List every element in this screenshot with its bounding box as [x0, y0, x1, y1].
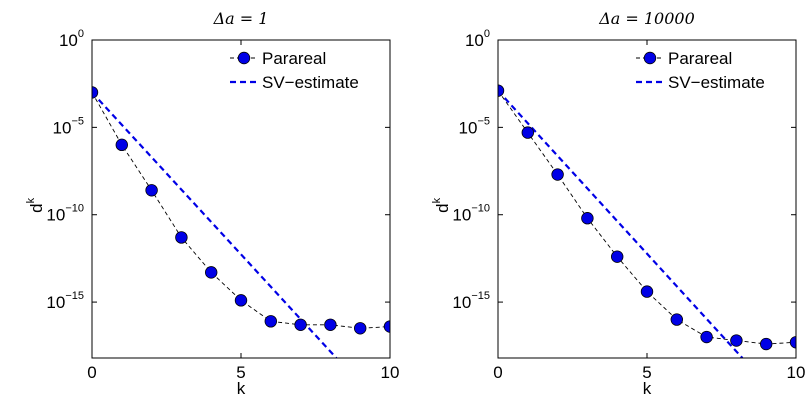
- y-tick-label: 10−5: [459, 115, 490, 137]
- legend-label-parareal: Parareal: [262, 49, 326, 68]
- x-axis-label: k: [643, 379, 652, 398]
- parareal-point: [670, 313, 684, 326]
- parareal-point: [581, 212, 594, 225]
- legend-label-sv-estimate: SV−estimate: [262, 73, 359, 92]
- parareal-point: [760, 337, 773, 351]
- x-axis-label: k: [237, 379, 246, 398]
- parareal-point: [354, 322, 367, 335]
- parareal-point: [175, 231, 188, 244]
- x-tick-label: 10: [381, 363, 400, 382]
- chart-title: Δa = 10000: [598, 9, 695, 28]
- legend-label-sv-estimate: SV−estimate: [668, 73, 765, 92]
- axes-frame: [497, 39, 797, 359]
- x-tick-label: 10: [787, 363, 806, 382]
- legend-marker-parareal: [237, 51, 251, 65]
- y-tick-label: 10−10: [452, 203, 490, 225]
- legend-marker-parareal: [643, 51, 657, 65]
- chart-title: Δa = 1: [213, 9, 269, 28]
- parareal-point: [383, 320, 390, 333]
- parareal-point: [611, 250, 624, 263]
- legend: Parareal SV−estimate: [230, 49, 359, 92]
- panel-left: Δa = 1 0 5 10 100 10−5 10−10 10−15 k dk Parareal SV…: [25, 9, 399, 398]
- parareal-point: [730, 334, 743, 347]
- x-tick-label: 0: [87, 363, 96, 382]
- parareal-point: [145, 184, 158, 197]
- y-tick-label: 10−10: [46, 203, 84, 225]
- parareal-point: [264, 315, 278, 328]
- legend: Parareal SV−estimate: [636, 49, 765, 92]
- series-parareal-line: [498, 90, 796, 345]
- legend-label-parareal: Parareal: [668, 49, 732, 68]
- axes-frame: [91, 39, 391, 359]
- parareal-point: [700, 330, 713, 344]
- parareal-point: [551, 168, 564, 181]
- panel-right: Δa = 10000 0 5 10 100 10−5 10−10 10−15 k dk Parare…: [431, 9, 805, 398]
- parareal-point: [234, 294, 248, 307]
- parareal-point: [115, 138, 129, 152]
- series-parareal-line: [92, 92, 390, 329]
- y-tick-label: 10−15: [46, 290, 84, 312]
- parareal-point: [324, 318, 337, 332]
- parareal-point: [204, 266, 218, 279]
- parareal-point: [92, 86, 99, 99]
- series-sv-estimate-line: [498, 89, 744, 358]
- y-tick-label: 10−15: [452, 290, 490, 312]
- parareal-point: [640, 285, 654, 298]
- y-tick-label: 100: [59, 28, 84, 50]
- x-tick-label: 0: [493, 363, 502, 382]
- parareal-point: [789, 336, 796, 349]
- parareal-point: [521, 126, 535, 139]
- x-tick-label: 5: [642, 363, 651, 382]
- parareal-point: [294, 318, 307, 332]
- y-tick-label: 10−5: [53, 115, 84, 137]
- y-axis-label: dk: [25, 197, 46, 212]
- x-tick-label: 5: [236, 363, 245, 382]
- series-sv-estimate-line: [92, 91, 338, 358]
- y-tick-label: 100: [465, 28, 490, 50]
- y-axis-label: dk: [431, 197, 452, 212]
